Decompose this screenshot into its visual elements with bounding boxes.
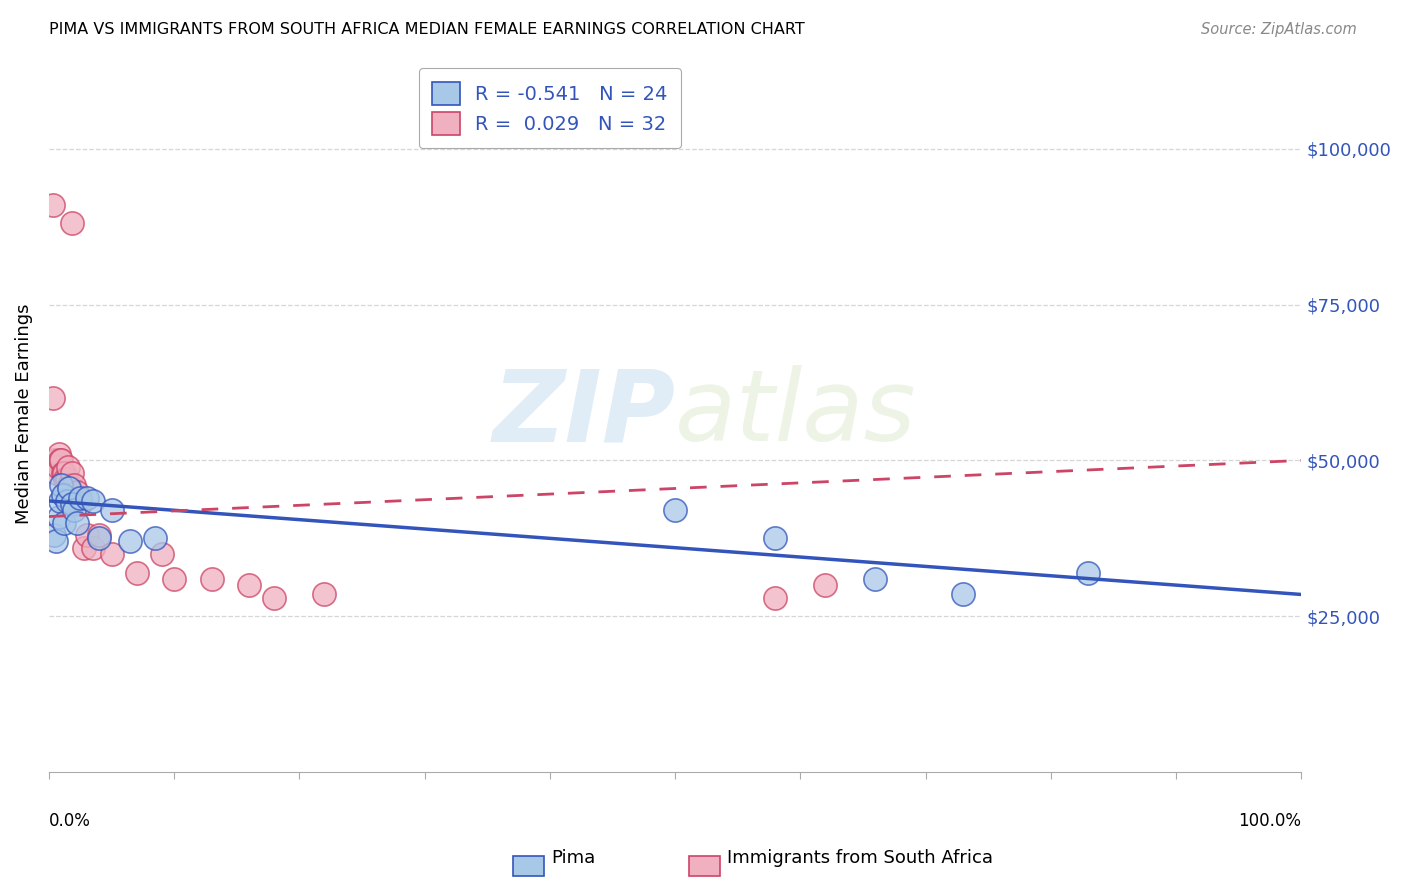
Point — [69, 491, 91, 505]
Y-axis label: Median Female Earnings: Median Female Earnings — [15, 303, 32, 524]
Legend: R = -0.541   N = 24, R =  0.029   N = 32: R = -0.541 N = 24, R = 0.029 N = 32 — [419, 69, 681, 148]
Point — [65, 484, 87, 499]
Point — [52, 488, 75, 502]
Text: 100.0%: 100.0% — [1239, 812, 1302, 830]
Point — [73, 541, 96, 555]
Text: Pima: Pima — [551, 849, 595, 867]
Point — [69, 497, 91, 511]
Point — [53, 516, 76, 530]
Point — [65, 516, 87, 530]
Point — [49, 453, 72, 467]
Point — [42, 391, 65, 405]
Point — [45, 534, 67, 549]
Point — [82, 494, 104, 508]
Point — [58, 482, 80, 496]
Point — [87, 532, 110, 546]
Point — [53, 472, 76, 486]
Point — [120, 534, 142, 549]
Point — [51, 478, 73, 492]
Point — [150, 547, 173, 561]
Point — [82, 541, 104, 555]
Text: Source: ZipAtlas.com: Source: ZipAtlas.com — [1201, 22, 1357, 37]
Point — [63, 478, 86, 492]
Point — [145, 532, 167, 546]
Point — [63, 503, 86, 517]
Point — [125, 566, 148, 580]
Point — [59, 491, 82, 505]
Point — [60, 217, 83, 231]
Point — [263, 591, 285, 605]
Point — [763, 532, 786, 546]
Text: ZIP: ZIP — [492, 365, 675, 462]
Text: 0.0%: 0.0% — [49, 812, 91, 830]
Point — [55, 472, 77, 486]
Point — [87, 528, 110, 542]
Point — [48, 509, 70, 524]
Point — [52, 466, 75, 480]
Point — [100, 503, 122, 517]
Point — [100, 547, 122, 561]
Point — [76, 528, 98, 542]
Point — [1077, 566, 1099, 580]
Text: atlas: atlas — [675, 365, 917, 462]
Point — [48, 447, 70, 461]
Point — [58, 478, 80, 492]
Point — [238, 578, 260, 592]
Point — [42, 528, 65, 542]
Text: Immigrants from South Africa: Immigrants from South Africa — [727, 849, 993, 867]
Point — [763, 591, 786, 605]
Point — [60, 497, 83, 511]
Point — [44, 453, 66, 467]
Point — [76, 491, 98, 505]
Point — [814, 578, 837, 592]
Point — [163, 572, 186, 586]
Point — [51, 453, 73, 467]
Point — [314, 587, 336, 601]
Point — [46, 459, 69, 474]
Point — [664, 503, 686, 517]
Point — [952, 587, 974, 601]
Point — [56, 459, 79, 474]
Point — [60, 466, 83, 480]
Point — [45, 466, 67, 480]
Text: PIMA VS IMMIGRANTS FROM SOUTH AFRICA MEDIAN FEMALE EARNINGS CORRELATION CHART: PIMA VS IMMIGRANTS FROM SOUTH AFRICA MED… — [49, 22, 806, 37]
Point — [53, 466, 76, 480]
Point — [55, 494, 77, 508]
Point — [42, 198, 65, 212]
Point — [865, 572, 887, 586]
Point — [49, 494, 72, 508]
Point — [201, 572, 224, 586]
